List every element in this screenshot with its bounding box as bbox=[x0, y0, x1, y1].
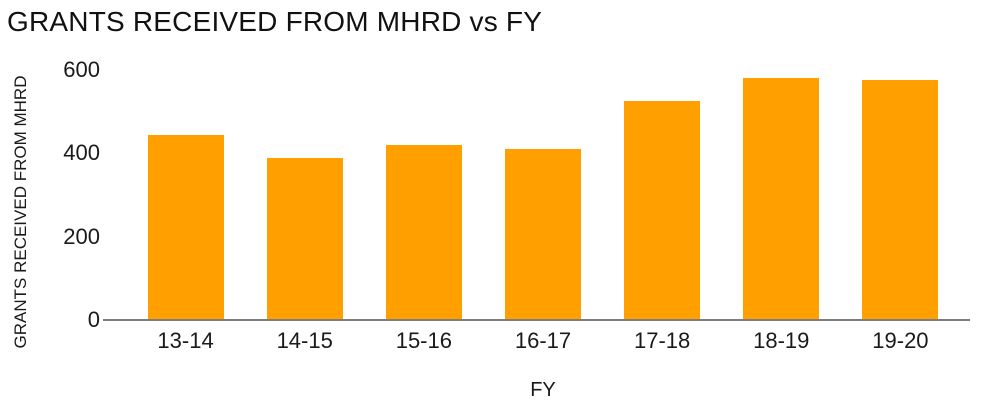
x-tick-label: 19-20 bbox=[872, 328, 929, 353]
y-tick-label: 400 bbox=[63, 140, 100, 166]
bar-slot bbox=[841, 70, 960, 320]
bar-slot bbox=[364, 70, 483, 320]
y-tick-label: 600 bbox=[63, 57, 100, 82]
bar-slot bbox=[603, 70, 722, 320]
bar-15-16 bbox=[385, 145, 462, 320]
bar-slot bbox=[483, 70, 602, 320]
x-axis-line bbox=[103, 319, 970, 321]
x-tick-label: 16-17 bbox=[514, 328, 572, 353]
bar-14-15 bbox=[266, 157, 343, 320]
chart-title: GRANTS RECEIVED FROM MHRD vs FY bbox=[7, 6, 543, 37]
x-tick-label: 15-16 bbox=[395, 328, 452, 353]
bar-16-17 bbox=[504, 149, 581, 320]
bar-17-18 bbox=[624, 101, 701, 320]
x-tick-label: 14-15 bbox=[276, 328, 333, 353]
x-tick-label: 17-18 bbox=[633, 328, 691, 353]
bar-19-20 bbox=[862, 80, 939, 320]
x-axis-ticks: 13-14 14-15 15-16 16-17 17-18 18-19 19-20 bbox=[126, 328, 960, 354]
bar-18-19 bbox=[743, 78, 820, 320]
bar-13-14 bbox=[147, 134, 224, 320]
bars-container bbox=[126, 70, 960, 320]
bar-slot bbox=[722, 70, 841, 320]
y-tick-label: 200 bbox=[63, 223, 100, 249]
bar-slot bbox=[126, 70, 245, 320]
x-tick-label: 13-14 bbox=[157, 328, 214, 353]
y-axis-title: GRANTS RECEIVED FROM MHRD bbox=[11, 75, 30, 349]
x-axis-title: FY bbox=[530, 379, 556, 401]
x-tick-label: 18-19 bbox=[753, 328, 810, 353]
y-tick-label: 0 bbox=[87, 307, 100, 332]
bar-slot bbox=[245, 70, 364, 320]
